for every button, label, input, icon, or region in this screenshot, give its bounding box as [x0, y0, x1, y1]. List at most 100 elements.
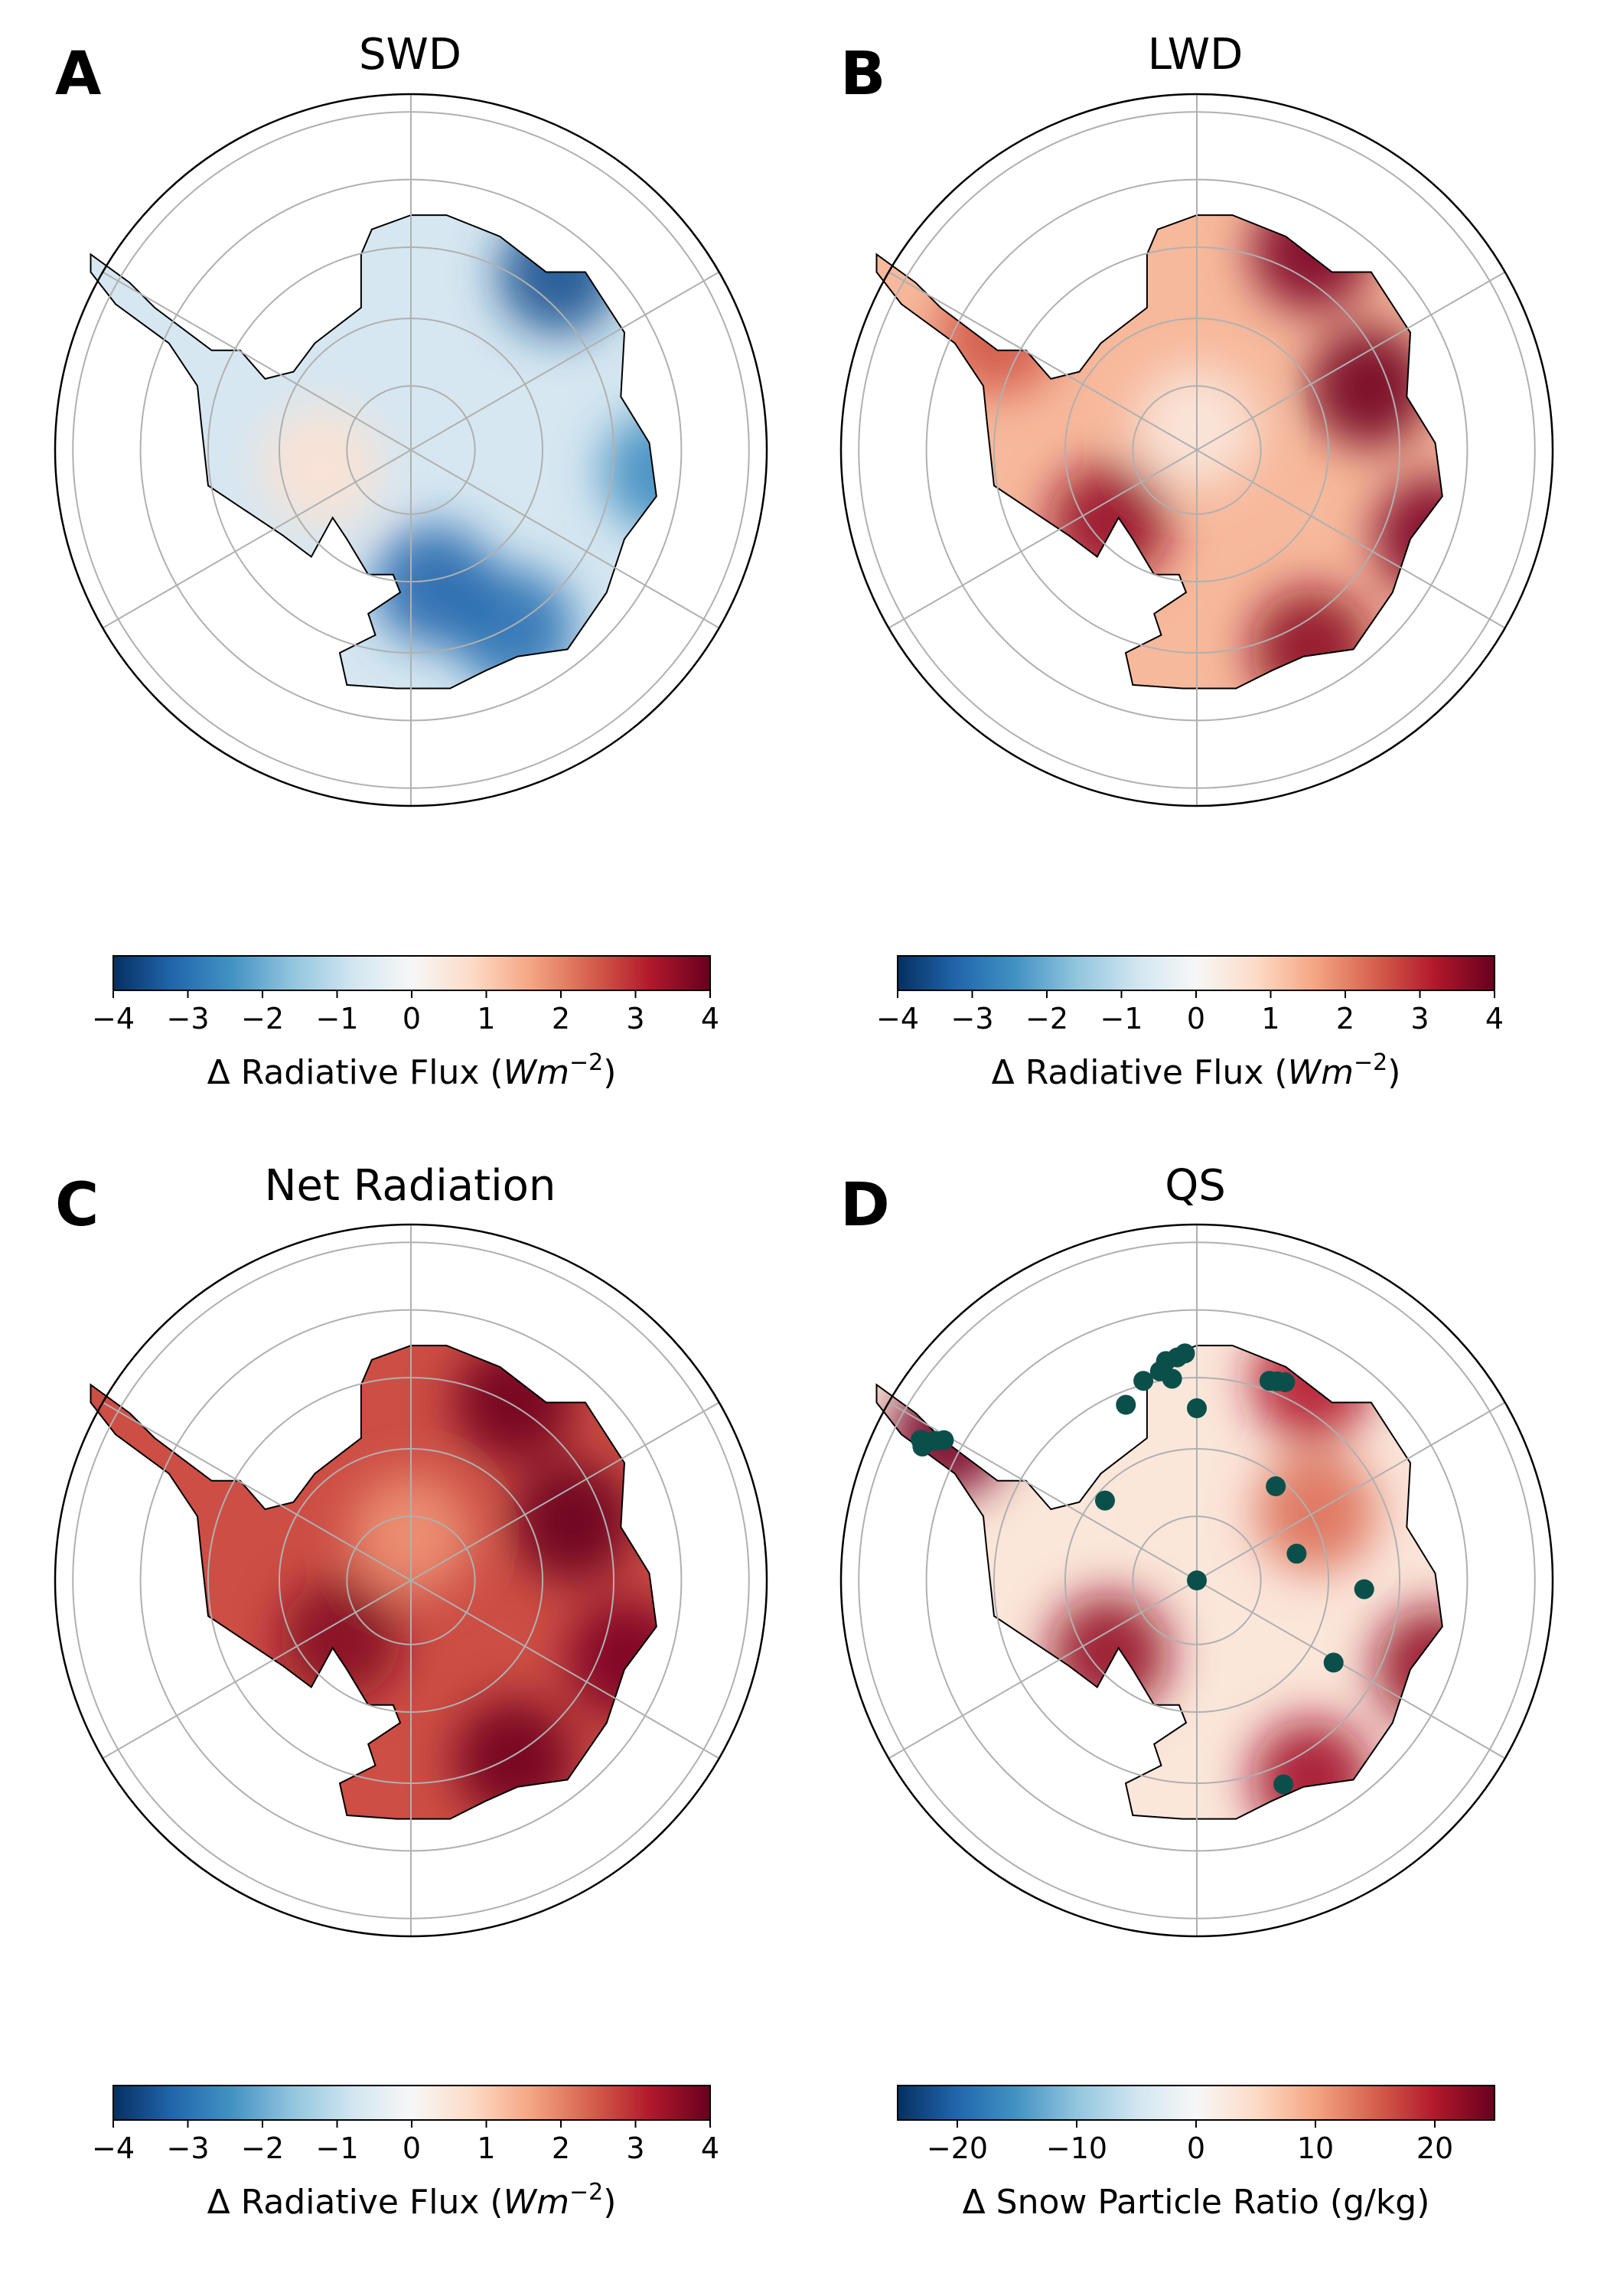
colorbar-tick-label: −1	[315, 2131, 358, 2165]
longitude-gridline	[410, 1580, 720, 1760]
colorbar-tick-label: −4	[92, 2131, 135, 2165]
anomaly-hotspot	[453, 1345, 575, 1463]
colorbar-tick-label: −2	[1025, 1002, 1068, 1035]
panel-letter-c: C	[55, 1171, 99, 1240]
colorbar-tick-label: −3	[166, 2131, 209, 2165]
station-marker	[1354, 1579, 1374, 1600]
colorbar-tick-label: −1	[315, 1002, 358, 1035]
colorbar-tick-label: 4	[701, 1002, 719, 1035]
colorbar-label: Δ Radiative Flux (Wm−2)	[207, 1049, 617, 1092]
colorbar-tick-label: 4	[701, 2131, 719, 2165]
colorbar-gradient	[112, 955, 711, 991]
longitude-gridline	[102, 1580, 412, 1760]
anomaly-hotspot	[566, 1598, 657, 1720]
colorbar-label: Δ Snow Particle Ratio (g/kg)	[963, 2183, 1430, 2222]
longitude-gridline	[102, 449, 412, 629]
anomaly-hotspot	[1309, 326, 1430, 448]
colorbar-tick-label: 20	[1416, 2131, 1453, 2165]
station-marker	[1187, 1398, 1207, 1418]
anomaly-hotspot	[497, 215, 619, 335]
colorbar-gradient	[897, 955, 1495, 991]
panel-title-qs: QS	[1165, 1161, 1226, 1211]
anomaly-hotspot	[259, 405, 381, 527]
colorbar-tick-label: 0	[1187, 1002, 1205, 1035]
longitude-gridline	[410, 449, 720, 629]
colorbar-tick-label: 10	[1297, 2131, 1334, 2165]
panel-title-swd: SWD	[358, 30, 462, 80]
map-boundary	[839, 93, 1554, 807]
colorbar-c: −4 −3 −2 −1 0 1 2 3 4 Δ Radiative Flux (Wm−2)	[92, 2085, 719, 2222]
map-boundary	[54, 93, 768, 807]
station-marker	[1266, 1476, 1286, 1497]
longitude-gridline	[1196, 271, 1506, 451]
coastline	[875, 214, 1443, 690]
coastline	[90, 1345, 657, 1820]
map-panel-d	[839, 1223, 1554, 1938]
anomaly-hotspot	[1250, 215, 1373, 312]
colorbar-label: Δ Radiative Flux (Wm−2)	[207, 2179, 617, 2222]
colorbar-tick-label: 4	[1485, 1002, 1504, 1035]
colorbar-tick-label: 0	[403, 2131, 421, 2165]
colorbar-tick-label: −4	[876, 1002, 919, 1035]
station-marker	[1162, 1368, 1182, 1389]
colorbar-label: Δ Radiative Flux (Wm−2)	[992, 1049, 1401, 1092]
station-marker	[1275, 1372, 1296, 1393]
panel-letter-a: A	[55, 40, 102, 109]
station-marker	[1323, 1652, 1344, 1673]
map-panel-b	[839, 93, 1554, 807]
colorbar-tick-label: −10	[1046, 2131, 1107, 2165]
colorbar-gradient	[112, 2085, 711, 2121]
colorbar-b: −4 −3 −2 −1 0 1 2 3 4 Δ Radiative Flux (Wm−2)	[876, 955, 1504, 1092]
anomaly-hotspot	[453, 1698, 575, 1819]
colorbar-tick-label: 1	[477, 2131, 495, 2165]
colorbar-tick-label: −2	[241, 1002, 284, 1035]
colorbar-gradient	[897, 2085, 1495, 2121]
station-marker	[1095, 1490, 1116, 1511]
panel-letter-b: B	[840, 40, 886, 109]
longitude-gridline	[1196, 449, 1506, 629]
station-marker	[1175, 1343, 1195, 1364]
anomaly-hotspot	[280, 1579, 402, 1701]
station-marker	[1116, 1394, 1136, 1415]
colorbar-tick-label: −20	[927, 2131, 988, 2165]
colorbar-tick-label: 0	[403, 1002, 421, 1035]
station-marker	[1273, 1774, 1294, 1795]
colorbar-tick-label: −3	[166, 1002, 209, 1035]
map-panel-a	[54, 93, 768, 807]
longitude-gridline	[102, 271, 412, 451]
longitude-gridline	[410, 271, 720, 451]
anomaly-hotspot	[1048, 463, 1170, 585]
map-boundary	[54, 1223, 768, 1938]
colorbar-tick-label: 2	[1336, 1002, 1354, 1035]
station-marker	[911, 1430, 931, 1450]
longitude-gridline	[888, 449, 1198, 629]
coastline	[875, 1345, 1443, 1820]
colorbar-tick-label: 2	[552, 2131, 570, 2165]
colorbar-tick-label: 1	[477, 1002, 495, 1035]
colorbar-tick-label: 0	[1187, 2131, 1205, 2165]
longitude-gridline	[1196, 1580, 1506, 1760]
colorbar-tick-label: 1	[1261, 1002, 1279, 1035]
colorbar-tick-label: 2	[552, 1002, 570, 1035]
longitude-gridline	[102, 1401, 412, 1581]
colorbar-d: −20 −10 0 10 20 Δ Snow Particle Ratio (g/kg)	[897, 2085, 1495, 2222]
anomaly-hotspot	[601, 411, 657, 533]
station-marker	[1286, 1544, 1307, 1564]
panel-title-lwd: LWD	[1147, 30, 1244, 80]
colorbar-tick-label: −4	[92, 1002, 135, 1035]
anomaly-hotspot	[1048, 1593, 1170, 1715]
colorbar-tick-label: −1	[1100, 1002, 1143, 1035]
coastline	[90, 214, 657, 690]
longitude-gridline	[1196, 1401, 1506, 1581]
panel-title-net-radiation: Net Radiation	[264, 1161, 556, 1211]
colorbar-tick-label: −2	[241, 2131, 284, 2165]
colorbar-tick-label: 3	[626, 1002, 644, 1035]
longitude-gridline	[888, 1580, 1198, 1760]
colorbar-a: −4 −3 −2 −1 0 1 2 3 4 Δ Radiative Flux (Wm−2)	[92, 955, 719, 1092]
panel-letter-d: D	[840, 1171, 890, 1240]
longitude-gridline	[888, 271, 1198, 451]
map-boundary	[839, 1223, 1554, 1938]
station-marker	[1133, 1371, 1154, 1391]
colorbar-tick-label: 3	[626, 2131, 644, 2165]
